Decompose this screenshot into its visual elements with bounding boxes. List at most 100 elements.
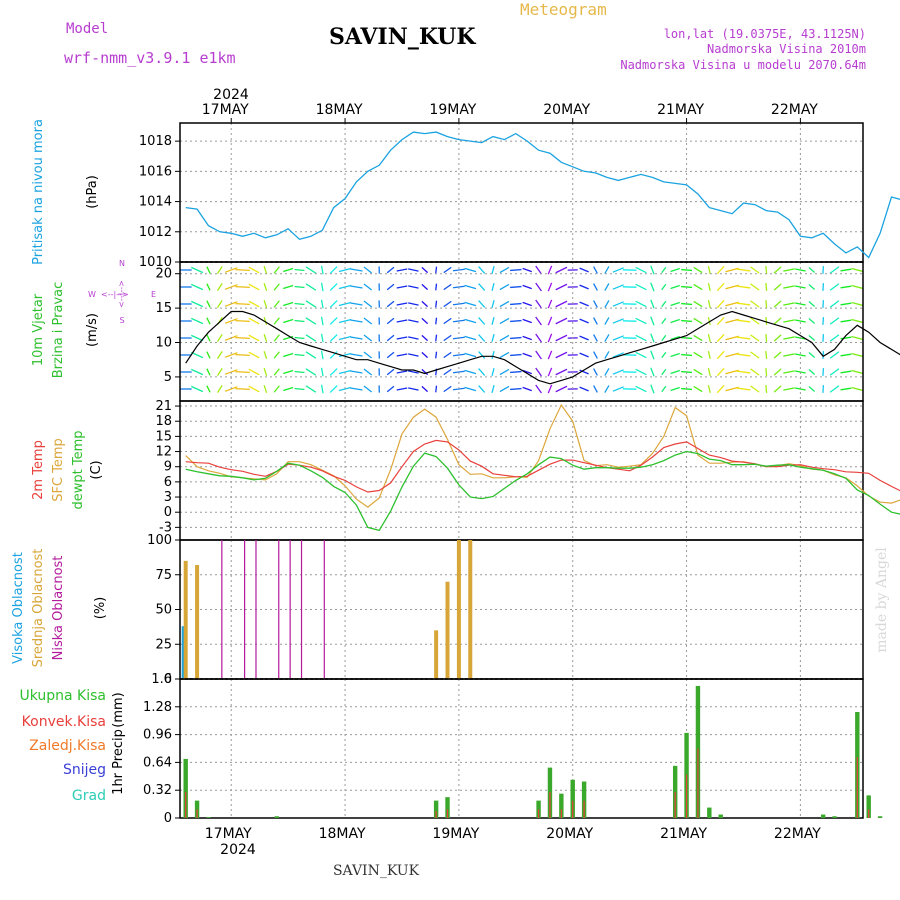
wind-arrow	[896, 320, 900, 321]
wind-arrow	[725, 335, 739, 341]
wind-arrow	[750, 385, 760, 393]
wind-arrow	[216, 300, 223, 308]
wind-arrow	[840, 370, 852, 374]
wind-arrow	[750, 368, 760, 376]
y-tick-label: 21	[155, 399, 172, 414]
precip-total-bar	[832, 816, 837, 818]
wind-arrow	[273, 266, 280, 274]
wind-arrow	[773, 351, 782, 359]
wind-ylabel-1: 10m Vjetar	[31, 293, 46, 366]
wind-panel-labels: 10m Vjetar Brzina i Pravac (m/s) N <--|-…	[31, 259, 156, 378]
wind-arrow	[783, 336, 795, 340]
wind-arrow	[635, 266, 647, 274]
precip-conv-bar	[685, 774, 688, 818]
wind-arrow	[661, 368, 667, 376]
wind-arrow	[329, 351, 338, 359]
wind-arrow	[650, 282, 655, 292]
wind-arrow	[879, 335, 880, 341]
wind-arrow	[499, 300, 510, 308]
wind-arrow	[808, 301, 816, 307]
wind-arrow	[305, 317, 317, 325]
wind-arrow	[363, 334, 373, 342]
cloud-ylabel-unit: (%)	[93, 597, 108, 620]
wind-arrow	[396, 319, 408, 323]
wind-arrow	[579, 352, 589, 358]
top-year-label: 2024	[213, 87, 249, 103]
wind-arrow	[263, 350, 268, 360]
wind-arrow	[750, 300, 760, 308]
wind-arrow	[283, 284, 294, 290]
wind-arrow	[547, 367, 553, 377]
wind-ylabel-unit: (m/s)	[85, 313, 100, 347]
wind-arrow	[547, 316, 553, 326]
wind-arrow	[765, 300, 768, 308]
wind-arrow	[612, 335, 624, 341]
wind-arrow	[535, 384, 542, 394]
wind-arrow	[216, 334, 223, 342]
wind-arrow	[386, 317, 395, 325]
wind-arrow	[435, 334, 438, 342]
pressure-ylabel-main: Pritisak na nivou mora	[31, 119, 46, 265]
wind-arrow	[555, 300, 568, 308]
wind-arrow	[206, 368, 211, 376]
wind-arrow	[443, 351, 452, 359]
bottom-day-label: 17MAY	[205, 826, 252, 842]
wind-arrow	[522, 386, 532, 392]
wind-arrow	[350, 285, 363, 289]
wind-arrow	[535, 265, 542, 275]
wind-arrow	[522, 301, 532, 307]
wind-arrow	[522, 284, 532, 290]
wind-arrow	[248, 334, 260, 342]
wind-arrow	[320, 282, 324, 292]
wind-arrow	[593, 317, 598, 325]
wind-arrow	[765, 266, 768, 274]
wind-arrow	[736, 302, 751, 306]
y-tick-label: 1016	[139, 164, 172, 179]
wind-arrow	[491, 333, 495, 343]
wind-arrow	[386, 334, 395, 342]
wind-arrow	[808, 267, 816, 273]
wind-arrow	[725, 267, 739, 273]
wind-arrow	[661, 266, 667, 274]
wind-arrow	[670, 318, 680, 324]
wind-arrow	[522, 318, 532, 324]
wind-arrow	[555, 368, 568, 376]
wind-arrow	[547, 299, 553, 309]
wind-arrow	[396, 353, 408, 357]
wind-arrow	[765, 385, 768, 393]
wind-arrow	[795, 353, 806, 357]
wind-arrow	[263, 265, 268, 275]
wind-arrow	[707, 367, 711, 377]
wind-arrow	[206, 300, 211, 308]
wind-arrow	[408, 302, 419, 306]
y-tick-label: 5	[164, 370, 172, 385]
wind-arrow	[604, 283, 610, 291]
wind-arrow	[443, 385, 452, 393]
wind-arrow	[829, 283, 840, 291]
pressure-line	[185, 131, 900, 259]
wind-arrow	[635, 351, 647, 359]
top-day-label: 22MAY	[771, 102, 818, 118]
wind-arrow	[879, 386, 880, 392]
wind-arrow	[661, 351, 667, 359]
footer-station: SAVIN_KUK	[333, 863, 420, 879]
wind-arrow	[452, 353, 465, 357]
wind-arrow	[443, 266, 452, 274]
precip-panel: 0 0.32 0.64 0.96 1.28 1.6	[143, 672, 883, 826]
precip-total-bar	[581, 781, 587, 818]
wind-arrow	[350, 319, 363, 323]
wind-arrow	[783, 302, 795, 306]
wind-arrow	[491, 384, 495, 394]
wind-arrow	[635, 283, 647, 291]
wind-arrow	[235, 268, 250, 272]
wind-arrow	[650, 384, 655, 394]
wind-arrow	[693, 334, 703, 342]
model-elevation-label: Nadmorska Visina u modelu 2070.64m	[620, 58, 866, 72]
wind-arrow	[191, 317, 204, 325]
wind-arrow	[320, 367, 324, 377]
wind-arrow	[320, 333, 324, 343]
wind-arrow	[191, 368, 204, 376]
wind-arrow	[452, 319, 465, 323]
temp-ylabel-2m: 2m Temp	[31, 440, 46, 500]
wind-arrow	[736, 336, 751, 340]
